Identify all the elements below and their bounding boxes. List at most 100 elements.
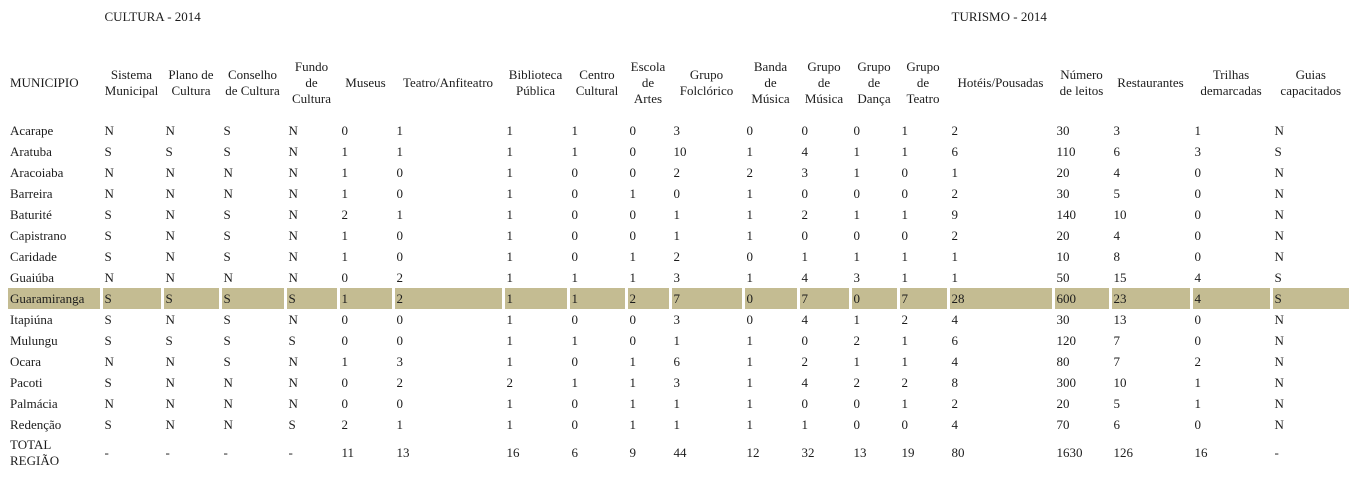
value-cell: 0 [566, 162, 626, 183]
value-cell: 1 [501, 246, 568, 267]
value-cell: 0 [336, 120, 393, 141]
value-cell: 9 [946, 204, 1053, 225]
municipality-name: Palmácia [10, 395, 58, 411]
value-cell: 1 [501, 267, 568, 288]
value-cell: S [99, 204, 162, 225]
value-cell: S [99, 414, 162, 435]
value-cell: 0 [336, 267, 393, 288]
value-cell: 7 [796, 288, 850, 309]
value-cell: 0 [566, 309, 626, 330]
municipality-row: Acarape N N S N 0 1 1 1 0 3 0 0 0 1 2 30 3 1 N [8, 120, 1349, 141]
value-cell: S [283, 288, 338, 309]
value-cell: 1 [896, 246, 948, 267]
value-cell: 1 [566, 330, 626, 351]
value-cell: 6 [1108, 414, 1191, 435]
value-cell: 0 [391, 393, 503, 414]
value-cell: 2 [668, 162, 743, 183]
value-cell: 0 [668, 183, 743, 204]
municipality-name: Baturité [10, 206, 52, 222]
value-cell: 0 [796, 183, 850, 204]
table-body: Acarape N N S N 0 1 1 1 0 3 0 0 0 1 2 30 3 1 N Aratuba S S S N 1 1… [8, 120, 1349, 471]
value-cell: N [1269, 351, 1349, 372]
value-cell: S [99, 225, 162, 246]
column-header: Guias capacitados [1269, 46, 1349, 120]
column-header: Grupo de Música [796, 46, 850, 120]
column-header: Grupo de Dança [848, 46, 898, 120]
value-cell: 2 [946, 120, 1053, 141]
municipality-row: Guaramiranga S S S S 1 2 1 1 2 7 0 7 0 7 28 600 23 4 S [8, 288, 1349, 309]
value-cell: 0 [796, 225, 850, 246]
value-cell: 0 [624, 225, 670, 246]
value-cell: N [160, 204, 220, 225]
value-cell: 1 [741, 267, 798, 288]
value-cell: N [1269, 246, 1349, 267]
value-cell: N [1269, 204, 1349, 225]
value-cell: 4 [1189, 267, 1271, 288]
value-cell: 1 [946, 246, 1053, 267]
value-cell: 1 [336, 162, 393, 183]
value-cell: 0 [1189, 246, 1271, 267]
value-cell: 16 [1189, 435, 1271, 471]
municipality-name: Capistrano [10, 227, 67, 243]
value-cell: 8 [1108, 246, 1191, 267]
value-cell: 1 [848, 141, 898, 162]
value-cell: S [99, 288, 162, 309]
value-cell: 1 [501, 351, 568, 372]
value-cell: S [218, 330, 285, 351]
value-cell: 13 [848, 435, 898, 471]
value-cell: N [283, 162, 338, 183]
value-cell: S [1269, 288, 1349, 309]
value-cell: N [1269, 414, 1349, 435]
value-cell: 0 [566, 246, 626, 267]
value-cell: 0 [624, 141, 670, 162]
value-cell: 3 [668, 372, 743, 393]
municipality-name: Guaramiranga [8, 288, 101, 309]
column-header: Grupo Folclórico [668, 46, 743, 120]
value-cell: N [1269, 393, 1349, 414]
value-cell: N [1269, 309, 1349, 330]
municipality-name: Aratuba [10, 143, 52, 159]
value-cell: 10 [1108, 372, 1191, 393]
value-cell: 1 [946, 162, 1053, 183]
value-cell: 0 [1189, 414, 1271, 435]
value-cell: 11 [336, 435, 393, 471]
value-cell: 20 [1051, 225, 1110, 246]
value-cell: 1 [1189, 120, 1271, 141]
value-cell: N [160, 162, 220, 183]
value-cell: - [1269, 435, 1349, 471]
value-cell: 3 [796, 162, 850, 183]
value-cell: 2 [741, 162, 798, 183]
value-cell: 0 [741, 288, 798, 309]
value-cell: 126 [1108, 435, 1191, 471]
value-cell: N [218, 393, 285, 414]
value-cell: 0 [624, 162, 670, 183]
value-cell: 1 [668, 414, 743, 435]
value-cell: 5 [1108, 183, 1191, 204]
value-cell: 1 [896, 351, 948, 372]
value-cell: 1 [896, 267, 948, 288]
value-cell: 70 [1051, 414, 1110, 435]
culture-tourism-table: CULTURA - 2014 TURISMO - 2014 MUNICIPIO S… [8, 4, 1349, 471]
value-cell: 1 [336, 246, 393, 267]
value-cell: 2 [896, 372, 948, 393]
value-cell: 600 [1051, 288, 1110, 309]
value-cell: 1 [624, 246, 670, 267]
value-cell: 80 [946, 435, 1053, 471]
value-cell: 1 [624, 414, 670, 435]
municipality-row: Guaiúba N N N N 0 2 1 1 1 3 1 4 3 1 1 50 15 4 S [8, 267, 1349, 288]
value-cell: S [1269, 141, 1349, 162]
municipality-name: Ocara [10, 353, 42, 369]
value-cell: 20 [1051, 162, 1110, 183]
value-cell: N [99, 393, 162, 414]
value-cell: 1 [741, 204, 798, 225]
value-cell: 1 [624, 393, 670, 414]
value-cell: 0 [336, 372, 393, 393]
value-cell: 30 [1051, 120, 1110, 141]
value-cell: 5 [1108, 393, 1191, 414]
value-cell: 1 [501, 288, 568, 309]
value-cell: N [99, 120, 162, 141]
municipality-row: Itapiúna S N S N 0 0 1 0 0 3 0 4 1 2 4 30 13 0 N [8, 309, 1349, 330]
value-cell: 6 [668, 351, 743, 372]
value-cell: 7 [896, 288, 948, 309]
municipality-row: Redenção S N N S 2 1 1 0 1 1 1 1 0 0 4 70 6 0 N [8, 414, 1349, 435]
